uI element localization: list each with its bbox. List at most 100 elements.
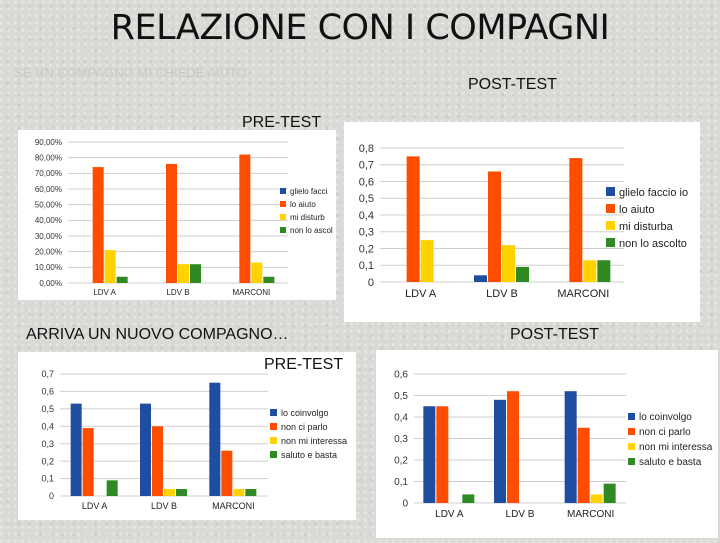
bar-ldv-a-series-3	[116, 276, 128, 283]
y-tick-label: 0,1	[359, 260, 374, 272]
bar-marconi-series-3	[245, 489, 257, 496]
y-tick-label: 0,1	[41, 474, 54, 484]
label-section-new-companion: ARRIVA UN NUOVO COMPAGNO…	[26, 326, 289, 343]
y-tick-label: 40,00%	[35, 216, 62, 225]
x-category-label: MARCONI	[232, 288, 270, 297]
legend-label: non lo ascol	[290, 226, 333, 235]
y-tick-label: 50,00%	[35, 200, 62, 209]
bar-marconi-series-1	[569, 158, 583, 282]
y-tick-label: 0,2	[41, 456, 54, 466]
bar-ldv-a-series-1	[82, 428, 94, 496]
y-tick-label: 0,3	[394, 434, 408, 445]
legend-swatch	[606, 238, 615, 247]
bar-marconi-series-2	[251, 262, 263, 283]
y-tick-label: 0,7	[359, 160, 374, 172]
x-category-label: LDV A	[405, 288, 437, 300]
bar-marconi-series-1	[221, 450, 233, 496]
legend-label: mi disturb	[290, 213, 325, 222]
bar-marconi-series-0	[209, 382, 221, 496]
y-tick-label: 0,5	[41, 404, 54, 414]
chart-aiuto-pre: 0,00% 10,00% 20,00% 30,00% 40,00% 50,00% 60,00…	[35, 138, 333, 297]
legend-label: non mi interessa	[281, 436, 347, 446]
bar-ldv-b-series-1	[166, 163, 177, 283]
bar-ldv-b-series-0	[474, 275, 487, 282]
legend-swatch	[606, 221, 615, 230]
legend-label: non lo ascolto	[619, 238, 687, 250]
chart-aiuto-post: 0 0,1 0,2 0,3 0,4 0,5 0,6 0,7 0,8 LDV A LDV B MARCO…	[359, 143, 688, 300]
bar-ldv-a-series-1	[92, 167, 104, 283]
legend-swatch	[280, 227, 286, 233]
y-tick-label: 0	[368, 277, 374, 289]
bar-ldv-b-series-2	[178, 264, 189, 283]
chart-compagno-post: 0 0,1 0,2 0,3 0,4 0,5 0,6 LDV A LDV B MARCONI lo c…	[394, 370, 713, 521]
bar-marconi-series-1	[577, 427, 590, 503]
y-tick-label: 10,00%	[35, 263, 62, 272]
y-tick-label: 0	[49, 491, 54, 501]
y-tick-label: 0,00%	[39, 279, 62, 288]
bar-ldv-a-series-1	[406, 156, 420, 282]
bar-ldv-b-series-1	[507, 391, 519, 503]
y-tick-label: 0,4	[394, 413, 408, 424]
bar-marconi-series-2	[590, 494, 603, 503]
y-tick-label: 0,2	[394, 456, 408, 467]
x-category-label: LDV A	[435, 509, 464, 520]
x-category-label: LDV A	[82, 501, 108, 511]
legend-swatch	[606, 204, 615, 213]
chart-panel-compagno-post: 0 0,1 0,2 0,3 0,4 0,5 0,6 LDV A LDV B MARCONI lo c…	[376, 350, 718, 538]
bar-ldv-b-series-2	[502, 245, 515, 282]
y-tick-label: 30,00%	[35, 232, 62, 241]
bar-marconi-series-3	[603, 483, 616, 503]
legend-label: saluto e basta	[281, 450, 337, 460]
legend-label: glielo facci	[290, 187, 328, 196]
y-tick-label: 70,00%	[35, 169, 62, 178]
bar-ldv-b-series-1	[488, 171, 501, 282]
legend-label: glielo faccio io	[619, 187, 688, 199]
legend-label: non mi interessa	[639, 442, 713, 453]
y-tick-label: 90,00%	[35, 138, 62, 147]
x-category-label: LDV B	[486, 288, 518, 300]
legend-label: lo aiuto	[619, 204, 654, 216]
x-category-label: MARCONI	[212, 501, 255, 511]
legend-swatch	[628, 443, 635, 450]
bar-ldv-b-series-3	[190, 264, 201, 283]
legend-swatch	[628, 458, 635, 465]
y-tick-label: 0,4	[41, 421, 54, 431]
y-tick-label: 0,3	[41, 439, 54, 449]
legend-swatch	[280, 201, 286, 207]
y-tick-label: 0,6	[394, 370, 408, 381]
legend-swatch	[270, 423, 277, 430]
legend-label: lo coinvolgo	[639, 412, 692, 423]
bar-marconi-series-3	[263, 276, 275, 283]
x-category-label: MARCONI	[557, 288, 609, 300]
bar-ldv-b-series-3	[176, 489, 187, 496]
bar-ldv-b-series-3	[516, 266, 529, 282]
bar-ldv-a-series-1	[436, 406, 449, 503]
chart-panel-aiuto-post: 0 0,1 0,2 0,3 0,4 0,5 0,6 0,7 0,8 LDV A LDV B MARCO…	[344, 122, 700, 322]
bar-ldv-b-series-1	[152, 426, 163, 496]
y-tick-label: 0,3	[359, 227, 374, 239]
bar-marconi-series-0	[564, 391, 577, 503]
bar-ldv-b-series-2	[164, 489, 175, 496]
slide-title: RELAZIONE CON I COMPAGNI	[110, 8, 610, 48]
legend-swatch	[606, 187, 615, 196]
y-tick-label: 0,5	[359, 193, 374, 205]
legend-label: mi disturba	[619, 221, 674, 233]
legend-label: saluto e basta	[639, 457, 702, 468]
legend-label: non ci parlo	[281, 422, 328, 432]
bar-marconi-series-2	[583, 260, 597, 282]
faded-question: SE UN COMPAGNO MI CHIEDE AIUTO	[14, 65, 247, 80]
y-tick-label: 60,00%	[35, 185, 62, 194]
y-tick-label: 0	[402, 499, 408, 510]
chart-compagno-pre: 0 0,1 0,2 0,3 0,4 0,5 0,6 0,7 LDV A LDV B MARCONI l…	[41, 369, 347, 511]
bar-ldv-a-series-2	[420, 240, 434, 282]
chart-panel-aiuto-pre: 0,00% 10,00% 20,00% 30,00% 40,00% 50,00% 60,00…	[18, 130, 336, 300]
label-post-test-bottom: POST-TEST	[510, 326, 599, 343]
bar-ldv-a-series-0	[423, 406, 436, 503]
legend-label: lo coinvolgo	[281, 408, 329, 418]
bar-ldv-a-series-2	[104, 250, 116, 283]
bar-ldv-a-series-0	[70, 403, 82, 496]
legend-swatch	[280, 188, 286, 194]
x-category-label: LDV B	[506, 509, 535, 520]
x-category-label: LDV B	[151, 501, 177, 511]
legend-label: lo aiuto	[290, 200, 316, 209]
